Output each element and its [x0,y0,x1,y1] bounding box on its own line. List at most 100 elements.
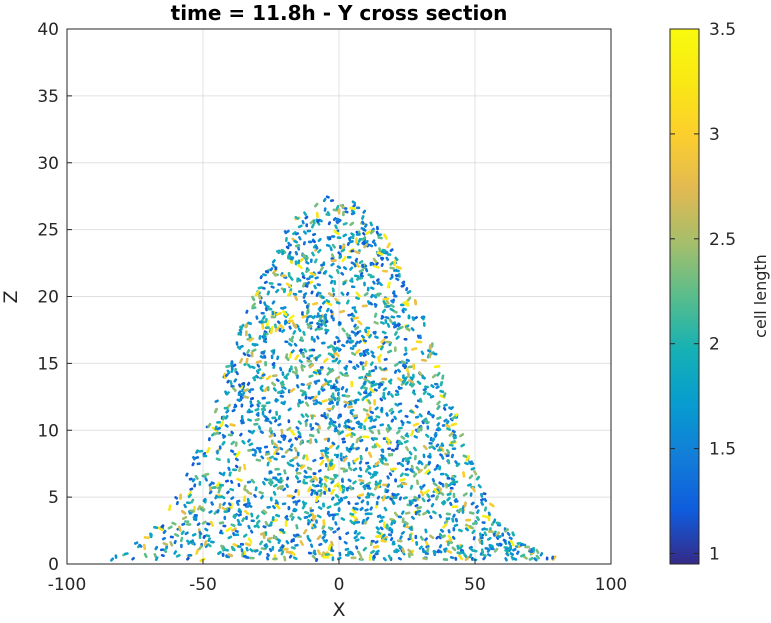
scatter-point [302,230,308,235]
scatter-point [382,556,387,562]
scatter-point [335,401,339,406]
scatter-point [265,401,271,405]
scatter-point [431,437,436,443]
scatter-point [294,260,298,266]
scatter-point [288,438,293,443]
scatter-point [452,435,458,439]
scatter-point [335,444,340,450]
scatter-point [315,558,319,562]
scatter-point [237,509,242,514]
scatter-point [239,418,245,423]
scatter-point [216,421,222,424]
scatter-point [294,489,298,493]
scatter-point [283,469,287,475]
scatter-point [179,493,182,500]
scatter-point [426,425,430,430]
scatter-point [307,513,313,518]
scatter-point [236,345,242,350]
scatter-point [403,337,408,341]
scatter-point [352,366,357,370]
scatter-point [456,544,460,550]
scatter-point [298,359,303,364]
scatter-point [396,326,402,331]
scatter-point [377,429,381,435]
scatter-point [245,357,249,364]
scatter-point [367,380,373,385]
scatter-point [297,290,303,293]
scatter-point [341,484,346,489]
colorbar-tick-label: 3.5 [709,20,736,40]
scatter-point [368,243,374,248]
scatter-point [358,466,363,472]
scatter-point [142,543,147,551]
scatter-point [350,285,356,289]
scatter-point [364,230,372,236]
scatter-point [255,514,260,520]
scatter-point [268,455,274,460]
scatter-point [331,556,335,562]
scatter-point [301,314,308,319]
scatter-point [290,516,295,521]
scatter-point [322,555,330,559]
scatter-point [439,389,445,394]
scatter-point [439,381,443,387]
scatter-point [224,414,229,420]
scatter-point [374,540,379,544]
scatter-point [345,531,350,536]
scatter-point [260,455,265,460]
scatter-point [359,271,364,276]
scatter-point [287,271,291,278]
scatter-point [364,467,369,473]
scatter-point [354,340,359,345]
scatter-point [254,407,260,412]
scatter-point [355,348,361,355]
scatter-point [337,413,342,418]
scatter-point [307,475,313,479]
scatter-point [380,338,386,344]
scatter-point [410,327,415,332]
scatter-point [417,427,420,434]
scatter-point [365,461,370,465]
scatter-point [380,448,385,454]
scatter-point [297,277,302,282]
scatter-point [296,489,301,496]
scatter-point [496,535,502,538]
scatter-point [470,501,475,506]
scatter-point [301,275,306,280]
scatter-point [388,318,393,324]
scatter-point [295,524,299,530]
scatter-point [309,433,315,438]
scatter-point [390,467,397,471]
scatter-point [383,462,390,466]
scatter-point [316,549,322,556]
scatter-point [213,431,220,436]
scatter-point [222,471,226,477]
scatter-point [409,526,413,531]
scatter-point [334,224,338,230]
scatter-point [261,480,266,486]
scatter-point [424,537,428,542]
scatter-point [471,521,478,526]
scatter-point [305,223,309,228]
scatter-point [357,276,364,280]
scatter-point [240,403,244,408]
scatter-point [340,248,346,253]
scatter-point [365,484,371,488]
scatter-point [341,343,346,348]
scatter-point [369,429,375,434]
scatter-point [422,390,427,396]
scatter-point [339,309,346,314]
scatter-point [252,375,258,380]
scatter-point [362,386,368,390]
scatter-point [194,456,200,460]
scatter-point [162,529,167,534]
scatter-point [327,526,333,531]
scatter-point [251,453,257,457]
colorbar-ticks: 11.522.533.5 [670,20,736,565]
scatter-point [341,488,346,494]
scatter-point [432,482,438,487]
scatter-point [395,335,400,340]
scatter-point [273,323,278,329]
scatter-point [302,241,306,246]
scatter-point [285,550,292,554]
